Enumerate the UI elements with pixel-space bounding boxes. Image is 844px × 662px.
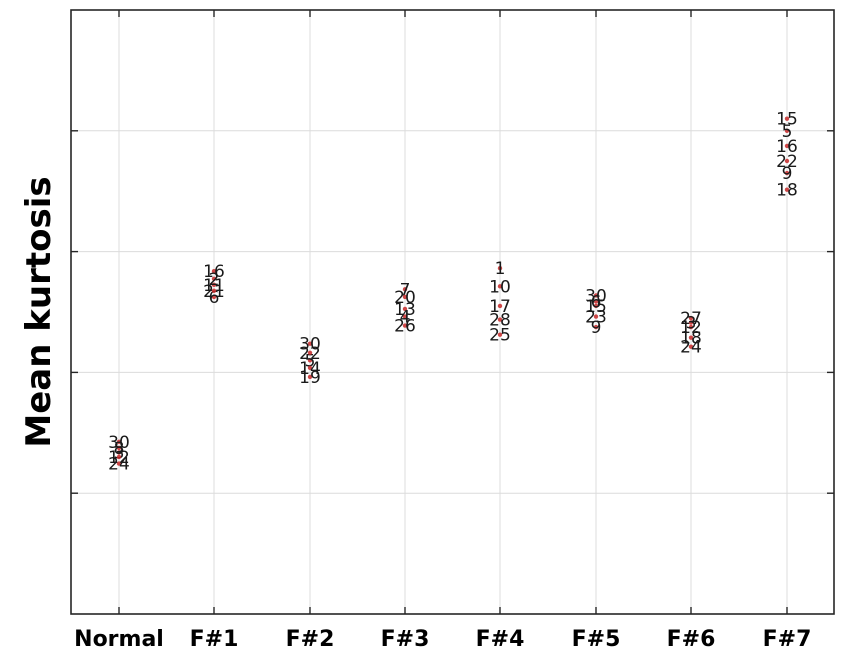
x-tick-label: F#7: [763, 627, 812, 652]
data-point-label: 12: [680, 318, 702, 338]
data-point-label: 12: [108, 448, 130, 468]
data-point-label: 28: [489, 311, 511, 331]
data-point: [402, 323, 408, 328]
data-point-label: 19: [299, 368, 321, 388]
y-ticks: [71, 130, 834, 494]
data-point-label: 17: [489, 297, 511, 317]
data-point: [402, 287, 408, 292]
data-point: [211, 269, 217, 274]
data-point: [593, 314, 599, 319]
data-point: [688, 320, 694, 325]
data-point-label: 9: [782, 164, 793, 184]
data-point: [307, 350, 313, 355]
data-point: [784, 158, 790, 164]
data-point: [593, 324, 599, 330]
x-tick-label: F#6: [667, 627, 716, 652]
data-point: [211, 294, 217, 300]
data-point: [116, 439, 122, 445]
data-point-label: 24: [680, 338, 702, 358]
data-point: [402, 294, 408, 300]
data-point-label: 2: [209, 270, 220, 290]
data-point: [593, 303, 599, 309]
data-point-label: 27: [680, 309, 702, 329]
data-point: [784, 116, 790, 121]
data-point-label: 16: [203, 262, 225, 282]
data-point-label: 10: [489, 277, 511, 297]
x-tick-label: Normal: [74, 627, 164, 652]
data-point: [211, 282, 217, 288]
grid: [71, 10, 834, 614]
data-point: [784, 143, 790, 149]
data-point: [497, 303, 503, 309]
data-point: [593, 299, 599, 304]
data-point-label: 4: [400, 308, 411, 328]
data-point-label: 16: [776, 137, 798, 157]
data-point-label: 3: [686, 314, 697, 334]
data-point: [784, 170, 790, 176]
x-tick-label: F#5: [572, 627, 621, 652]
data-point-label: 20: [394, 288, 416, 308]
data-point-label: 3: [114, 443, 125, 463]
data-point-label: 5: [782, 122, 793, 142]
data-point: [307, 374, 313, 380]
data-point: [211, 288, 217, 294]
data-point: [307, 341, 313, 346]
data-point: [688, 315, 694, 321]
data-point-label: 30: [108, 433, 130, 453]
data-point-label: 30: [585, 286, 607, 306]
data-point-label: 6: [591, 292, 602, 312]
data-point-label: 6: [209, 288, 220, 308]
data-point-label: 1: [495, 259, 506, 279]
data-point-label: 15: [776, 110, 798, 130]
x-tick-label: F#2: [286, 627, 335, 652]
data-point: [497, 284, 503, 289]
data-point-label: 26: [394, 317, 416, 337]
data-point-label: 15: [585, 297, 607, 317]
data-point: [497, 317, 503, 322]
data-point: [307, 365, 313, 371]
data-point-label: 11: [203, 276, 225, 296]
data-point: [116, 461, 122, 466]
x-ticks: Normal F#1 F#2 F#3 F#4 F#5 F#6 F#7: [74, 10, 811, 652]
data-point: [784, 128, 790, 133]
data-point: [497, 332, 503, 337]
data-point: [497, 266, 503, 271]
data-point: [116, 445, 122, 451]
data-point: [116, 450, 122, 455]
data-point-label: 22: [299, 344, 321, 364]
data-point-label: 9: [591, 318, 602, 338]
data-point: [688, 324, 694, 330]
data-points: 2430312816611212301951422726201341251017…: [108, 110, 798, 475]
data-point-label: 22: [776, 152, 798, 172]
data-point-label: 5: [305, 351, 316, 371]
data-point-label: 14: [299, 359, 321, 379]
data-point: [688, 335, 694, 340]
x-tick-label: F#1: [190, 627, 239, 652]
data-point-label: 25: [489, 326, 511, 346]
x-tick-label: F#4: [476, 627, 525, 652]
y-axis-label: Mean kurtosis: [19, 176, 59, 447]
data-point-label: 30: [299, 335, 321, 355]
data-point: [688, 344, 694, 349]
plot-background: [71, 10, 834, 614]
data-point-label: 8: [114, 439, 125, 459]
data-point-label: 13: [394, 300, 416, 320]
data-point: [593, 293, 599, 298]
data-point: [784, 187, 790, 192]
data-point: [116, 454, 122, 460]
data-point-label: 24: [108, 455, 130, 475]
data-point-label: 18: [776, 181, 798, 201]
data-point: [307, 358, 313, 363]
data-point-label: 18: [680, 329, 702, 349]
data-point-label: 23: [585, 308, 607, 328]
data-point: [402, 306, 408, 312]
x-tick-label: F#3: [381, 627, 430, 652]
data-point-label: 21: [203, 282, 225, 302]
data-point: [402, 314, 408, 319]
data-point: [211, 276, 217, 281]
plot-frame: [70, 9, 835, 615]
data-point-label: 7: [400, 280, 411, 300]
